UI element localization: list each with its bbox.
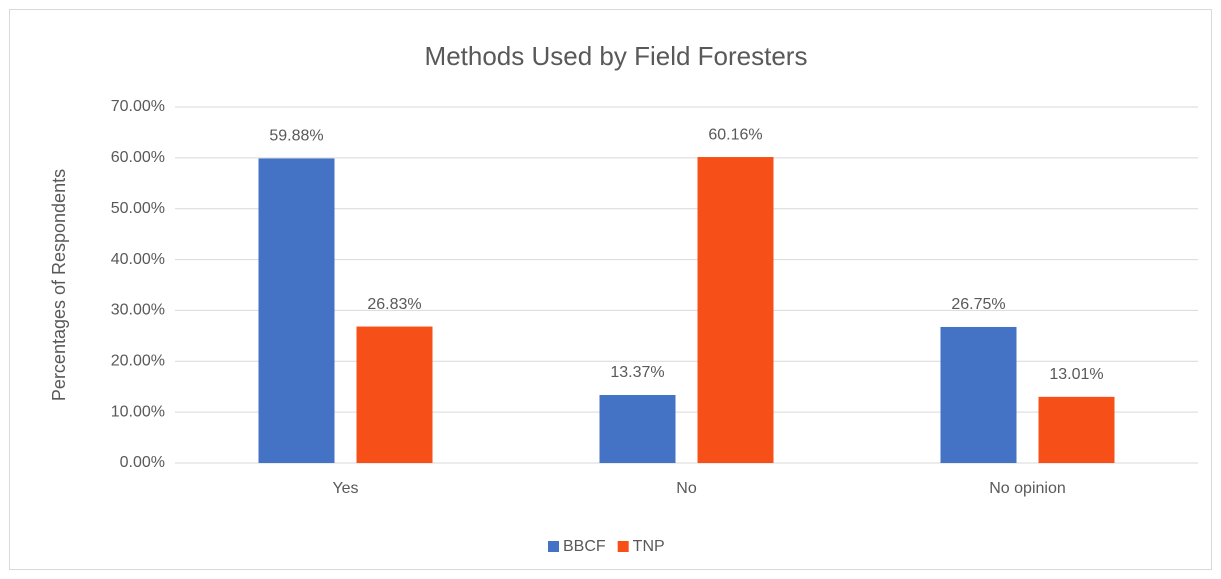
legend-label: BBCF [563, 538, 606, 555]
bar [697, 157, 774, 463]
x-tick-label: Yes [332, 480, 358, 497]
data-label: 13.01% [1049, 366, 1103, 383]
bar [1038, 396, 1115, 463]
bar [258, 158, 335, 464]
bar [940, 326, 1017, 463]
y-tick-label: 0.00% [120, 454, 165, 471]
data-label: 60.16% [708, 126, 762, 143]
data-label: 26.75% [951, 296, 1005, 313]
chart-title: Methods Used by Field Foresters [425, 41, 808, 71]
y-tick-label: 70.00% [111, 98, 165, 115]
legend-label: TNP [633, 538, 665, 555]
data-label: 26.83% [367, 296, 421, 313]
data-label: 59.88% [269, 128, 323, 145]
bar [356, 326, 433, 463]
y-axis-label: Percentages of Respondents [49, 169, 69, 401]
legend-swatch [548, 541, 559, 552]
x-tick-label: No [676, 480, 697, 497]
y-tick-label: 10.00% [111, 403, 165, 420]
y-tick-label: 40.00% [111, 251, 165, 268]
chart-border [9, 9, 1212, 570]
legend-swatch [617, 541, 629, 552]
y-tick-label: 30.00% [111, 302, 165, 319]
y-tick-label: 20.00% [111, 353, 165, 370]
y-tick-label: 60.00% [111, 149, 165, 166]
x-tick-label: No opinion [989, 480, 1066, 497]
y-tick-label: 50.00% [111, 200, 165, 217]
data-label: 13.37% [610, 364, 664, 381]
bar [599, 395, 676, 463]
